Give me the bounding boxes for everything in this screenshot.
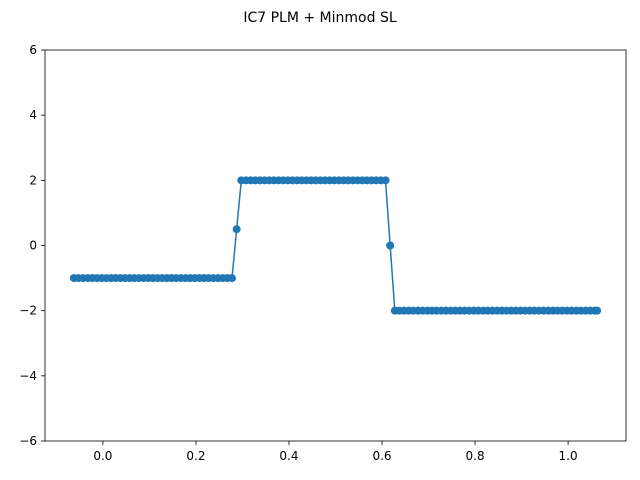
x-tick-label: 0.2 — [186, 449, 205, 463]
y-tick-label: 4 — [29, 108, 37, 122]
x-tick-label: 0.8 — [466, 449, 485, 463]
x-tick-label: 1.0 — [559, 449, 578, 463]
y-tick-label: 2 — [29, 173, 37, 187]
chart-title: IC7 PLM + Minmod SL — [243, 10, 396, 26]
data-point — [593, 306, 602, 315]
x-tick-label: 0.4 — [279, 449, 298, 463]
y-tick-label: 6 — [29, 43, 37, 57]
data-point — [381, 176, 390, 185]
series-layer — [69, 176, 602, 315]
data-point — [232, 225, 241, 234]
x-axis: 0.0 0.2 0.4 0.6 0.8 1.0 — [93, 441, 578, 463]
data-point — [227, 274, 236, 283]
y-tick-label: −6 — [19, 434, 37, 448]
y-axis: −6 −4 −2 0 2 4 6 — [19, 43, 45, 448]
plot-area — [45, 50, 626, 441]
x-tick-label: 0.0 — [93, 449, 112, 463]
plot-frame — [44, 49, 627, 442]
y-tick-label: −2 — [19, 304, 37, 318]
y-tick-label: −4 — [19, 369, 37, 383]
x-tick-label: 0.6 — [372, 449, 391, 463]
y-tick-label: 0 — [29, 239, 37, 253]
data-point — [386, 241, 395, 250]
